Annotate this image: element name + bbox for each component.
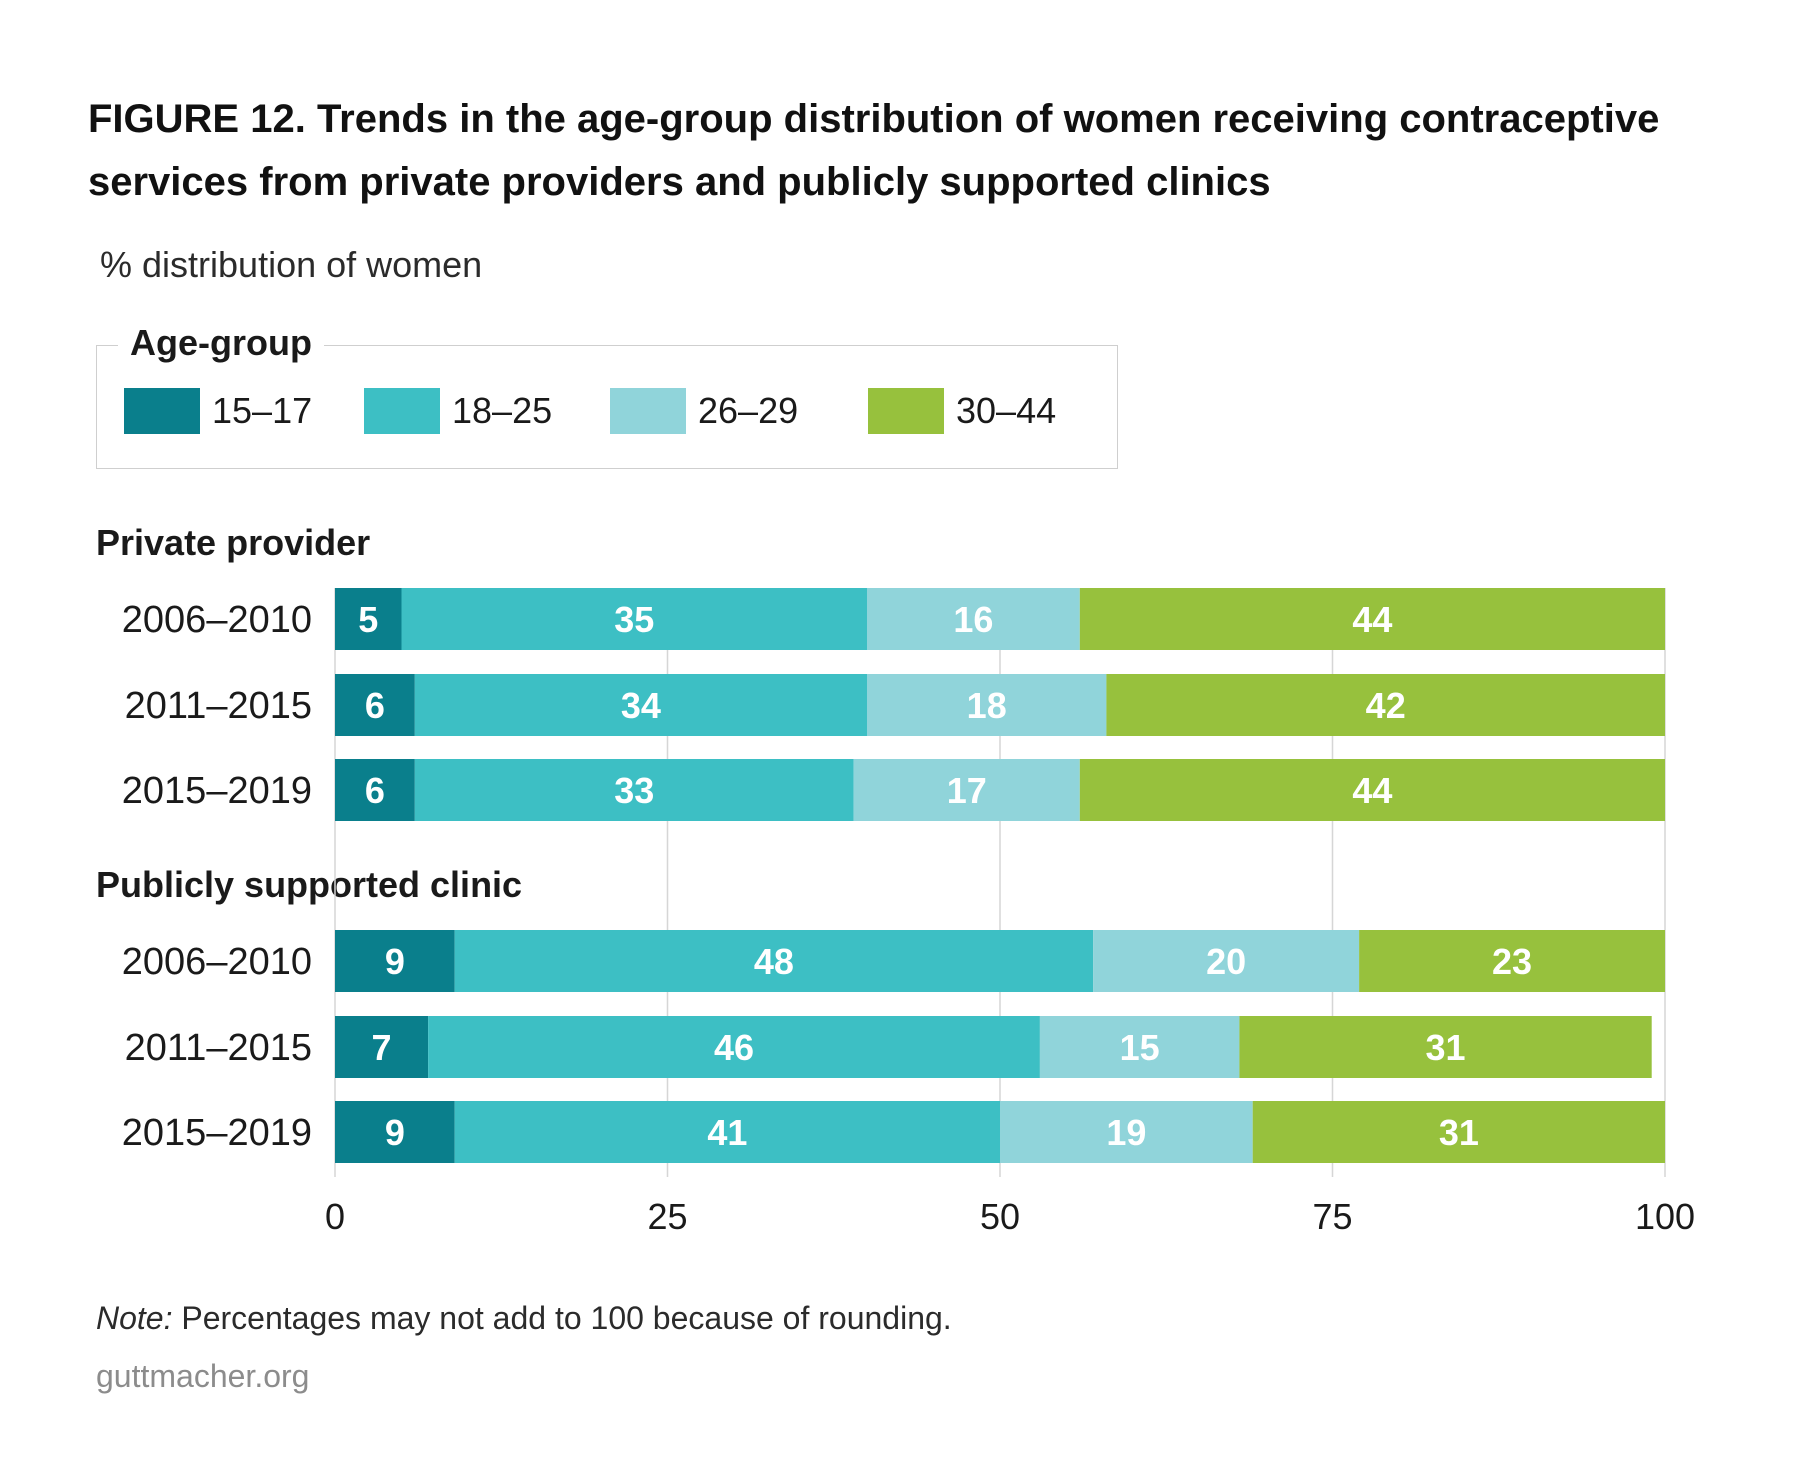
bar-private-provider-2015-2019-30-44 bbox=[1079, 759, 1665, 821]
data-label-private-provider-2015-2019-30-44: 44 bbox=[1352, 770, 1392, 811]
data-label-publicly-supported-clinic-2006-2010-18-25: 48 bbox=[754, 941, 794, 982]
data-label-private-provider-2011-2015-18-25: 34 bbox=[621, 685, 661, 726]
legend-item-30-44: 30–44 bbox=[868, 388, 1056, 434]
legend-label-26-29: 26–29 bbox=[698, 390, 799, 431]
x-tick-label-25: 25 bbox=[647, 1196, 687, 1237]
bar-publicly-supported-clinic-2006-2010-30-44 bbox=[1359, 930, 1665, 992]
data-label-publicly-supported-clinic-2006-2010-15-17: 9 bbox=[385, 941, 405, 982]
bar-publicly-supported-clinic-2011-2015-26-29 bbox=[1039, 1016, 1240, 1078]
bar-publicly-supported-clinic-2015-2019-30-44 bbox=[1252, 1101, 1665, 1163]
category-label-private-provider-2011-2015: 2011–2015 bbox=[125, 685, 312, 727]
bar-publicly-supported-clinic-2006-2010-18-25 bbox=[454, 930, 1094, 992]
x-tick-label-0: 0 bbox=[325, 1196, 345, 1237]
group-label-publicly-supported-clinic: Publicly supported clinic bbox=[96, 864, 523, 905]
note-prefix: Note: bbox=[96, 1300, 173, 1336]
bar-private-provider-2011-2015-15-17 bbox=[335, 674, 415, 736]
data-label-publicly-supported-clinic-2015-2019-18-25: 41 bbox=[707, 1112, 747, 1153]
legend-swatch-18-25 bbox=[364, 388, 440, 434]
data-label-publicly-supported-clinic-2006-2010-26-29: 20 bbox=[1206, 941, 1246, 982]
legend-label-30-44: 30–44 bbox=[956, 390, 1057, 431]
bar-private-provider-2006-2010-26-29 bbox=[867, 588, 1080, 650]
bar-publicly-supported-clinic-2006-2010-26-29 bbox=[1093, 930, 1360, 992]
note-text: Percentages may not add to 100 because o… bbox=[172, 1300, 952, 1336]
data-label-private-provider-2011-2015-30-44: 42 bbox=[1366, 685, 1406, 726]
legend-title: Age-group bbox=[118, 322, 324, 364]
bar-private-provider-2006-2010-18-25 bbox=[401, 588, 867, 650]
x-tick-label-50: 50 bbox=[980, 1196, 1020, 1237]
legend-swatch-26-29 bbox=[610, 388, 686, 434]
data-label-private-provider-2015-2019-18-25: 33 bbox=[614, 770, 654, 811]
data-label-publicly-supported-clinic-2006-2010-30-44: 23 bbox=[1492, 941, 1532, 982]
data-label-publicly-supported-clinic-2015-2019-30-44: 31 bbox=[1439, 1112, 1479, 1153]
bar-publicly-supported-clinic-2015-2019-18-25 bbox=[454, 1101, 1000, 1163]
category-label-publicly-supported-clinic-2011-2015: 2011–2015 bbox=[125, 1027, 312, 1069]
legend-item-18-25: 18–25 bbox=[364, 388, 552, 434]
data-label-private-provider-2015-2019-26-29: 17 bbox=[947, 770, 987, 811]
x-tick-label-100: 100 bbox=[1635, 1196, 1695, 1237]
data-label-publicly-supported-clinic-2011-2015-26-29: 15 bbox=[1120, 1027, 1160, 1068]
bar-publicly-supported-clinic-2011-2015-18-25 bbox=[428, 1016, 1040, 1078]
legend-item-15-17: 15–17 bbox=[124, 388, 312, 434]
data-label-publicly-supported-clinic-2011-2015-30-44: 31 bbox=[1426, 1027, 1466, 1068]
bar-private-provider-2015-2019-15-17 bbox=[335, 759, 415, 821]
legend-item-26-29: 26–29 bbox=[610, 388, 798, 434]
bar-private-provider-2011-2015-26-29 bbox=[867, 674, 1107, 736]
category-label-publicly-supported-clinic-2006-2010: 2006–2010 bbox=[122, 941, 312, 983]
data-label-private-provider-2006-2010-26-29: 16 bbox=[953, 599, 993, 640]
bar-publicly-supported-clinic-2015-2019-15-17 bbox=[335, 1101, 455, 1163]
group-label-private-provider: Private provider bbox=[96, 522, 371, 563]
data-label-private-provider-2015-2019-15-17: 6 bbox=[365, 770, 385, 811]
bar-private-provider-2011-2015-18-25 bbox=[414, 674, 867, 736]
x-tick-label-75: 75 bbox=[1312, 1196, 1352, 1237]
legend-swatch-15-17 bbox=[124, 388, 200, 434]
legend-box bbox=[96, 345, 1118, 469]
legend-label-15-17: 15–17 bbox=[212, 390, 313, 431]
data-label-publicly-supported-clinic-2011-2015-15-17: 7 bbox=[372, 1027, 392, 1068]
bar-private-provider-2015-2019-26-29 bbox=[853, 759, 1080, 821]
bar-publicly-supported-clinic-2015-2019-26-29 bbox=[1000, 1101, 1253, 1163]
legend-label-18-25: 18–25 bbox=[452, 390, 553, 431]
bar-publicly-supported-clinic-2011-2015-30-44 bbox=[1239, 1016, 1652, 1078]
legend-swatch-30-44 bbox=[868, 388, 944, 434]
data-label-private-provider-2006-2010-18-25: 35 bbox=[614, 599, 654, 640]
data-label-private-provider-2006-2010-30-44: 44 bbox=[1352, 599, 1392, 640]
note: Note: Percentages may not add to 100 bec… bbox=[96, 1300, 952, 1337]
category-label-private-provider-2015-2019: 2015–2019 bbox=[122, 770, 312, 812]
bar-private-provider-2015-2019-18-25 bbox=[414, 759, 854, 821]
data-label-publicly-supported-clinic-2015-2019-26-29: 19 bbox=[1106, 1112, 1146, 1153]
chart-title: FIGURE 12. Trends in the age-group distr… bbox=[88, 97, 1660, 204]
bar-private-provider-2006-2010-15-17 bbox=[335, 588, 402, 650]
data-label-private-provider-2011-2015-15-17: 6 bbox=[365, 685, 385, 726]
stacked-bar-chart: 2006–2010 5 35 16 44 2011–2015 6 34 18 42 2015–201… bbox=[122, 588, 1695, 1237]
bar-publicly-supported-clinic-2006-2010-15-17 bbox=[335, 930, 455, 992]
data-label-publicly-supported-clinic-2011-2015-18-25: 46 bbox=[714, 1027, 754, 1068]
chart-subtitle: % distribution of women bbox=[100, 244, 483, 285]
source-credit: guttmacher.org bbox=[96, 1358, 310, 1394]
bar-private-provider-2006-2010-30-44 bbox=[1079, 588, 1665, 650]
category-label-private-provider-2006-2010: 2006–2010 bbox=[122, 599, 312, 641]
data-label-publicly-supported-clinic-2015-2019-15-17: 9 bbox=[385, 1112, 405, 1153]
category-label-publicly-supported-clinic-2015-2019: 2015–2019 bbox=[122, 1112, 312, 1154]
bar-private-provider-2011-2015-30-44 bbox=[1106, 674, 1665, 736]
bar-publicly-supported-clinic-2011-2015-15-17 bbox=[335, 1016, 429, 1078]
data-label-private-provider-2006-2010-15-17: 5 bbox=[358, 599, 378, 640]
data-label-private-provider-2011-2015-26-29: 18 bbox=[967, 685, 1007, 726]
